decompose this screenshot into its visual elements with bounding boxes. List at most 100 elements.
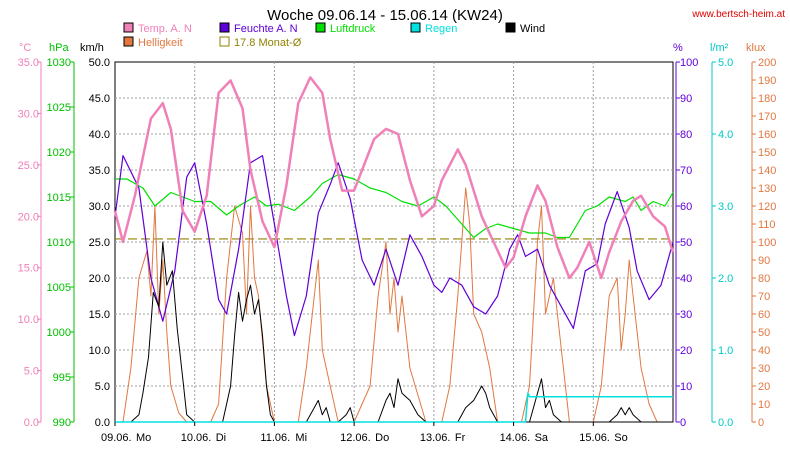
x-tick-label-date: 11.06. bbox=[260, 432, 290, 444]
tick-label-brightness: 140 bbox=[758, 165, 776, 177]
legend-swatch bbox=[123, 36, 134, 47]
x-tick-label-date: 12.06. bbox=[340, 432, 371, 444]
x-tick-label-day: So bbox=[614, 432, 627, 444]
legend-swatch bbox=[123, 22, 134, 33]
legend-label: Temp. A. N bbox=[138, 23, 192, 35]
tick-label-temp: 35.0 bbox=[18, 57, 39, 69]
chart-title: Woche 09.06.14 - 15.06.14 (KW24) bbox=[267, 7, 503, 24]
tick-label-temp: 15.0 bbox=[18, 263, 39, 275]
axes: 35.030.025.020.015.010.05.00.01030102510… bbox=[18, 57, 777, 429]
tick-label-pressure: 1005 bbox=[47, 282, 71, 294]
unit-label-pressure: hPa bbox=[49, 42, 69, 54]
tick-label-wind: 40.0 bbox=[89, 129, 110, 141]
tick-label-brightness: 130 bbox=[758, 183, 776, 195]
tick-label-temp: 0.0 bbox=[24, 417, 39, 429]
tick-label-brightness: 70 bbox=[758, 291, 770, 303]
x-tick-label-day: Di bbox=[216, 432, 226, 444]
tick-label-brightness: 30 bbox=[758, 363, 770, 375]
tick-label-pressure: 1010 bbox=[47, 237, 71, 249]
unit-label-brightness: klux bbox=[746, 42, 766, 54]
tick-label-brightness: 50 bbox=[758, 327, 770, 339]
tick-label-humidity: 80 bbox=[680, 129, 692, 141]
legend-swatch bbox=[219, 36, 230, 47]
legend: Temp. A. N Feuchte A. N Luftdruck Regen Wind… bbox=[123, 22, 545, 49]
tick-label-brightness: 180 bbox=[758, 93, 776, 105]
x-tick-label-day: Sa bbox=[535, 432, 549, 444]
unit-labels: °C hPa km/h% l/m² klux bbox=[19, 42, 766, 54]
tick-label-wind: 45.0 bbox=[89, 93, 110, 105]
tick-label-pressure: 1025 bbox=[47, 102, 71, 114]
tick-label-rain: 1.0 bbox=[718, 345, 733, 357]
tick-label-pressure: 1000 bbox=[47, 327, 71, 339]
legend-swatch bbox=[505, 22, 516, 33]
tick-label-brightness: 0 bbox=[758, 417, 764, 429]
tick-label-humidity: 40 bbox=[680, 273, 692, 285]
tick-label-temp: 30.0 bbox=[18, 108, 39, 120]
series-layer bbox=[113, 76, 675, 423]
tick-label-wind: 15.0 bbox=[89, 309, 110, 321]
legend-swatch bbox=[410, 22, 421, 33]
legend-swatch bbox=[315, 22, 326, 33]
tick-label-pressure: 1030 bbox=[47, 57, 71, 69]
tick-label-rain: 4.0 bbox=[718, 129, 733, 141]
tick-label-temp: 25.0 bbox=[18, 160, 39, 172]
tick-label-brightness: 190 bbox=[758, 75, 776, 87]
x-tick-label-day: Mi bbox=[295, 432, 307, 444]
tick-label-brightness: 100 bbox=[758, 237, 776, 249]
legend-label: Regen bbox=[425, 23, 457, 35]
tick-label-wind: 5.0 bbox=[95, 381, 110, 393]
tick-label-brightness: 20 bbox=[758, 381, 770, 393]
unit-label-wind: km/h bbox=[80, 42, 104, 54]
legend-label: Helligkeit bbox=[138, 37, 183, 49]
tick-label-wind: 20.0 bbox=[89, 273, 110, 285]
tick-label-rain: 3.0 bbox=[718, 201, 733, 213]
tick-label-brightness: 200 bbox=[758, 57, 776, 69]
series-line-regen bbox=[115, 392, 673, 423]
tick-label-humidity: 70 bbox=[680, 165, 692, 177]
tick-label-humidity: 30 bbox=[680, 309, 692, 321]
source-label: www.bertsch-heim.at bbox=[691, 9, 785, 20]
tick-label-brightness: 170 bbox=[758, 111, 776, 123]
tick-label-wind: 25.0 bbox=[89, 237, 110, 249]
grid bbox=[115, 62, 673, 422]
tick-label-temp: 10.0 bbox=[18, 314, 39, 326]
tick-label-humidity: 0 bbox=[680, 417, 686, 429]
x-tick-label-day: Mo bbox=[136, 432, 151, 444]
tick-label-rain: 2.0 bbox=[718, 273, 733, 285]
tick-label-temp: 20.0 bbox=[18, 211, 39, 223]
tick-label-humidity: 90 bbox=[680, 93, 692, 105]
x-tick-label-day: Do bbox=[375, 432, 389, 444]
series-line-feuchte-a-n bbox=[114, 155, 674, 337]
tick-label-wind: 10.0 bbox=[89, 345, 110, 357]
series-line-temp-a-n bbox=[113, 76, 675, 280]
tick-label-brightness: 80 bbox=[758, 273, 770, 285]
tick-label-pressure: 1020 bbox=[47, 147, 71, 159]
tick-label-brightness: 150 bbox=[758, 147, 776, 159]
x-tick-label-date: 14.06. bbox=[500, 432, 531, 444]
tick-label-brightness: 110 bbox=[758, 219, 776, 231]
x-axis: 09.06. Mo 10.06. Di 11.06. Mi 12.06. Do 13.06. Fr… bbox=[101, 422, 628, 444]
tick-label-humidity: 60 bbox=[680, 201, 692, 213]
tick-label-humidity: 10 bbox=[680, 381, 692, 393]
x-tick-label-day: Fr bbox=[455, 432, 466, 444]
tick-label-wind: 0.0 bbox=[95, 417, 110, 429]
unit-label-humidity: % bbox=[673, 42, 683, 54]
tick-label-brightness: 60 bbox=[758, 309, 770, 321]
tick-label-temp: 5.0 bbox=[24, 366, 39, 378]
legend-label: Wind bbox=[520, 23, 545, 35]
x-tick-label-date: 10.06. bbox=[181, 432, 212, 444]
tick-label-pressure: 995 bbox=[53, 372, 71, 384]
legend-swatch bbox=[219, 22, 230, 33]
tick-label-rain: 0.0 bbox=[718, 417, 733, 429]
tick-label-wind: 35.0 bbox=[89, 165, 110, 177]
tick-label-rain: 5.0 bbox=[718, 57, 733, 69]
x-tick-label-date: 09.06. bbox=[101, 432, 132, 444]
unit-label-rain: l/m² bbox=[710, 42, 729, 54]
tick-label-wind: 30.0 bbox=[89, 201, 110, 213]
tick-label-humidity: 20 bbox=[680, 345, 692, 357]
x-tick-label-date: 15.06. bbox=[579, 432, 610, 444]
tick-label-brightness: 10 bbox=[758, 399, 770, 411]
tick-label-humidity: 50 bbox=[680, 237, 692, 249]
